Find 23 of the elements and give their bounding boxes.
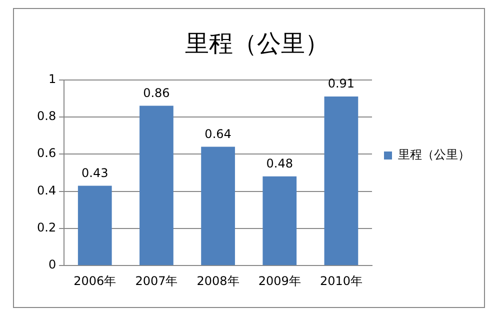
data-label: 0.48 bbox=[266, 156, 293, 171]
y-tick-label: 0.8 bbox=[36, 109, 56, 124]
x-tick-label: 2007年 bbox=[135, 274, 178, 288]
y-tick-label: 0.2 bbox=[36, 220, 56, 235]
x-tick-label: 2010年 bbox=[320, 274, 362, 288]
legend-label: 里程（公里） bbox=[398, 148, 470, 162]
x-tick-label: 2008年 bbox=[196, 274, 240, 288]
y-tick-label: 1 bbox=[48, 72, 56, 86]
bar bbox=[140, 106, 174, 266]
y-tick-label: 0.6 bbox=[36, 146, 56, 160]
data-label: 0.43 bbox=[82, 166, 108, 180]
bar bbox=[201, 146, 235, 266]
data-label: 0.86 bbox=[143, 86, 170, 100]
x-tick-label: 2006年 bbox=[74, 274, 116, 288]
data-label: 0.64 bbox=[204, 126, 232, 141]
data-label: 0.91 bbox=[328, 76, 355, 91]
bar bbox=[78, 186, 112, 266]
bar bbox=[324, 96, 358, 266]
chart-title: 里程（公里） bbox=[185, 30, 329, 58]
bar bbox=[262, 176, 297, 266]
x-tick-label: 2009年 bbox=[258, 274, 301, 288]
y-tick-label: 0.4 bbox=[36, 183, 56, 198]
y-tick-label: 0 bbox=[48, 258, 56, 272]
